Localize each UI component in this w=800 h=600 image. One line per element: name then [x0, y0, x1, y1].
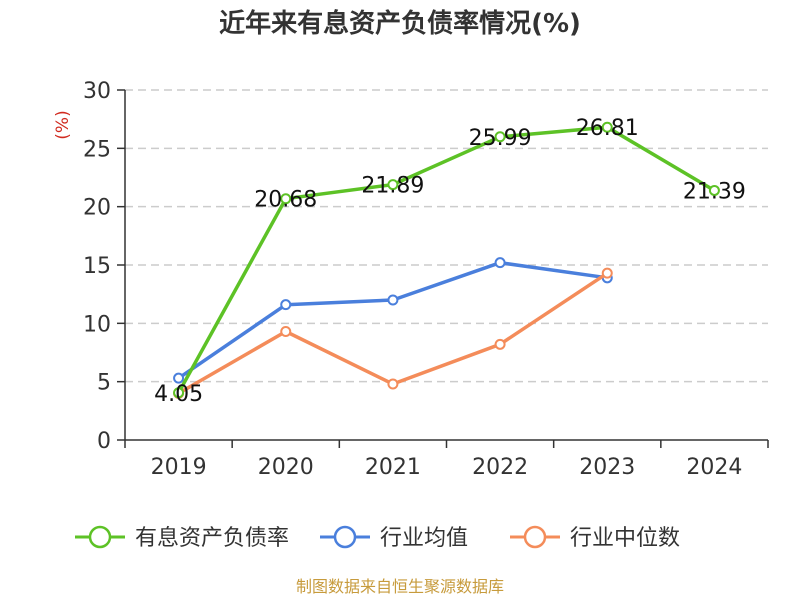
data-point-1-2: [387, 294, 399, 306]
data-point-1-1: [280, 299, 292, 311]
y-tick-label-30: 30: [83, 79, 111, 104]
data-point-2-2: [387, 378, 399, 390]
x-tick-label-2022: 2022: [472, 455, 528, 480]
legend-item-1: 行业均值: [320, 525, 468, 551]
chart-title: 近年来有息资产负债率情况(%): [219, 8, 581, 39]
y-tick-label-0: 0: [97, 429, 111, 454]
data-point-2-4: [601, 267, 613, 279]
data-label-5: 21.39: [683, 179, 746, 204]
data-point-0-0: [173, 387, 185, 399]
legend: 有息资产负债率 行业均值 行业中位数: [75, 525, 680, 551]
x-tick-label-2024: 2024: [686, 455, 742, 480]
x-tick-label-2020: 2020: [258, 455, 314, 480]
y-tick-label-25: 25: [83, 137, 111, 162]
series-line-1: [177, 260, 608, 380]
legend-marker-2: [523, 525, 547, 549]
data-label-4: 26.81: [576, 116, 639, 141]
source-note: 制图数据来自恒生聚源数据库: [296, 577, 504, 596]
data-point-2-1: [280, 326, 292, 337]
series-0: [173, 121, 720, 399]
legend-item-0: 有息资产负债率: [75, 525, 289, 551]
y-tick-label-15: 15: [83, 254, 111, 279]
y-axis-unit-label: (%): [53, 110, 73, 139]
data-label-2: 21.89: [361, 174, 424, 199]
legend-marker-1: [333, 525, 357, 549]
legend-item-2: 行业中位数: [510, 525, 680, 551]
data-point-0-5: [708, 184, 720, 196]
data-point-0-1: [280, 193, 292, 205]
x-tick-label-2019: 2019: [151, 455, 207, 480]
axes: 0 5 10 15 20 25 30 2019 2020 2021 2022 2023 2024: [83, 79, 769, 480]
data-point-1-0: [173, 372, 185, 384]
y-tick-label-20: 20: [83, 196, 111, 221]
data-label-0: 4.05: [154, 382, 203, 407]
y-tick-label-10: 10: [83, 312, 111, 337]
data-label-3: 25.99: [469, 126, 532, 151]
series-1: [173, 257, 613, 384]
y-tick-label-5: 5: [97, 371, 111, 396]
legend-label-1: 行业均值: [380, 526, 468, 551]
grid-lines: [125, 89, 768, 383]
data-point-1-3: [494, 257, 506, 269]
data-point-0-4: [601, 121, 613, 133]
x-tick-label-2021: 2021: [365, 455, 421, 480]
data-point-0-3: [494, 131, 506, 143]
data-point-0-2: [387, 179, 399, 191]
data-label-1: 20.68: [254, 188, 317, 213]
legend-label-2: 行业中位数: [570, 526, 680, 551]
series-lines: [173, 121, 720, 399]
series-line-0: [177, 125, 716, 394]
x-tick-label-2023: 2023: [579, 455, 635, 480]
data-labels: 4.05 20.68 21.89 25.99 26.81 21.39: [154, 116, 746, 407]
data-point-2-3: [494, 338, 506, 350]
legend-marker-0: [88, 525, 112, 549]
legend-label-0: 有息资产负债率: [135, 526, 289, 551]
series-2: [173, 267, 613, 399]
